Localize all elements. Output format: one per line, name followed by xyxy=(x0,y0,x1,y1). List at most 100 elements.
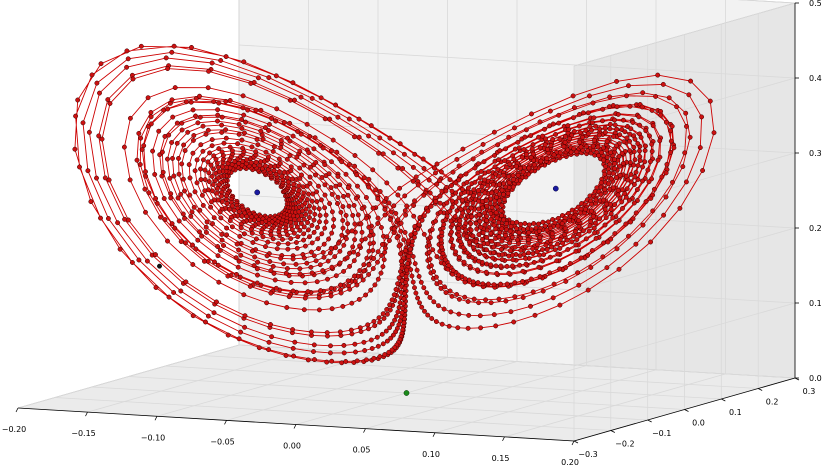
trajectory-point xyxy=(187,175,193,181)
trajectory-point xyxy=(359,206,365,212)
trajectory-point xyxy=(73,113,79,119)
trajectory-point xyxy=(153,285,159,290)
trajectory-point xyxy=(553,131,559,137)
trajectory-point xyxy=(304,121,310,127)
trajectory-point xyxy=(476,258,482,264)
trajectory-point xyxy=(569,239,575,245)
trajectory-point xyxy=(540,288,546,294)
trajectory-point xyxy=(168,191,174,197)
trajectory-point xyxy=(576,123,582,129)
trajectory-point xyxy=(197,229,202,235)
trajectory-point xyxy=(627,131,633,137)
trajectory-point xyxy=(303,211,309,217)
trajectory-point xyxy=(340,303,346,309)
trajectory-point xyxy=(444,200,450,206)
trajectory-point xyxy=(255,272,260,278)
trajectory-point xyxy=(648,239,654,245)
trajectory-point xyxy=(148,121,154,127)
trajectory-point xyxy=(323,212,329,218)
trajectory-point xyxy=(475,267,480,273)
trajectory-point xyxy=(311,217,317,223)
trajectory-point xyxy=(637,122,643,128)
trajectory-point xyxy=(405,261,411,266)
trajectory-point xyxy=(648,195,654,201)
trajectory-point xyxy=(402,280,408,285)
trajectory-point xyxy=(436,303,441,309)
trajectory-point xyxy=(99,136,105,142)
trajectory-point xyxy=(218,215,224,221)
tick-marks xyxy=(15,2,800,446)
trajectory-point xyxy=(657,138,663,144)
trajectory-point xyxy=(205,85,211,91)
trajectory-point xyxy=(350,212,356,218)
trajectory-point xyxy=(320,250,326,255)
trajectory-point xyxy=(211,166,216,172)
trajectory-point xyxy=(296,183,302,189)
trajectory-point xyxy=(256,345,262,351)
trajectory-point xyxy=(514,226,520,232)
trajectory-point xyxy=(429,227,435,233)
trajectory-point xyxy=(227,206,232,212)
trajectory-point xyxy=(277,160,283,166)
trajectory-point xyxy=(554,258,560,264)
trajectory-point xyxy=(660,81,666,87)
trajectory-point xyxy=(352,134,357,140)
trajectory-point xyxy=(178,288,184,294)
trajectory-point xyxy=(608,206,614,212)
trajectory-point xyxy=(633,210,639,216)
trajectory-point xyxy=(328,245,334,251)
trajectory-point xyxy=(410,178,416,184)
trajectory-point xyxy=(326,236,332,242)
trajectory-point xyxy=(102,175,108,181)
trajectory-point xyxy=(381,315,387,321)
trajectory-point xyxy=(218,58,224,63)
tick-labels: −0.20 −0.15 −0.10 −0.05 0.00 0.05 0.10 0.15 0.20… xyxy=(2,0,822,467)
trajectory-point xyxy=(493,323,499,329)
trajectory-point xyxy=(354,172,360,178)
trajectory-point xyxy=(598,191,604,197)
trajectory-point xyxy=(473,220,479,226)
trajectory-point xyxy=(125,217,131,223)
trajectory-point xyxy=(537,274,543,280)
trajectory-point xyxy=(335,114,341,120)
trajectory-point xyxy=(322,225,328,231)
trajectory-point xyxy=(106,177,112,183)
trajectory-point xyxy=(517,165,523,171)
trajectory-point xyxy=(260,234,266,240)
trajectory-point xyxy=(622,191,628,196)
trajectory-point xyxy=(80,120,86,126)
trajectory-point xyxy=(249,230,255,236)
trajectory-point xyxy=(241,59,247,65)
trajectory-point xyxy=(472,165,478,171)
trajectory-point xyxy=(266,121,272,127)
trajectory-point xyxy=(499,187,505,193)
trajectory-point xyxy=(526,222,532,228)
trajectory-point xyxy=(471,296,477,302)
z-tick-label: 0.4 xyxy=(809,74,822,83)
trajectory-point xyxy=(666,95,672,101)
trajectory-point xyxy=(358,221,364,227)
trajectory-point xyxy=(626,233,631,239)
trajectory-point xyxy=(623,173,629,179)
trajectory-point xyxy=(589,248,595,253)
trajectory-point xyxy=(476,249,481,255)
x-tick-mark xyxy=(224,420,227,425)
trajectory-point xyxy=(179,161,185,167)
trajectory-point xyxy=(224,201,230,207)
trajectory-point xyxy=(614,104,620,110)
trajectory-point xyxy=(613,219,619,225)
trajectory-point xyxy=(284,266,290,271)
trajectory-point xyxy=(377,354,383,359)
trajectory-point xyxy=(214,299,219,305)
trajectory-point xyxy=(330,137,336,143)
trajectory-point xyxy=(480,230,486,236)
trajectory-point xyxy=(556,120,562,126)
trajectory-point xyxy=(339,232,345,238)
x-tick-label: 0.00 xyxy=(283,442,301,451)
trajectory-point xyxy=(449,229,454,235)
trajectory-point xyxy=(439,229,445,235)
trajectory-point xyxy=(607,126,613,132)
trajectory-point xyxy=(523,151,529,157)
trajectory-point xyxy=(375,276,381,282)
trajectory-point xyxy=(369,346,375,351)
